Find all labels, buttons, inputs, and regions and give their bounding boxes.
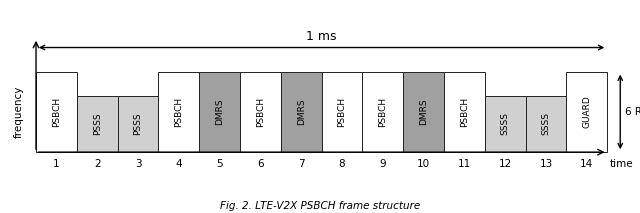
Text: 7: 7 <box>298 158 305 168</box>
Text: PSBCH: PSBCH <box>174 97 183 127</box>
Text: 6 RBs: 6 RBs <box>625 107 640 117</box>
Text: Fig. 2. LTE-V2X PSBCH frame structure: Fig. 2. LTE-V2X PSBCH frame structure <box>220 201 420 211</box>
Text: 11: 11 <box>458 158 471 168</box>
Text: 5: 5 <box>216 158 223 168</box>
Text: PSBCH: PSBCH <box>52 97 61 127</box>
Bar <box>240 72 281 152</box>
Text: PSBCH: PSBCH <box>337 97 346 127</box>
Text: SSSS: SSSS <box>500 112 509 135</box>
Text: 1: 1 <box>53 158 60 168</box>
Text: 13: 13 <box>540 158 552 168</box>
Text: frequency: frequency <box>14 86 24 138</box>
Text: PSBCH: PSBCH <box>460 97 469 127</box>
Bar <box>281 72 321 152</box>
Bar <box>321 72 362 152</box>
Bar <box>77 96 118 152</box>
Bar <box>484 96 525 152</box>
Text: 14: 14 <box>580 158 593 168</box>
Text: GUARD: GUARD <box>582 95 591 128</box>
Bar <box>444 72 484 152</box>
Text: PSBCH: PSBCH <box>378 97 387 127</box>
Bar <box>362 72 403 152</box>
Text: SSSS: SSSS <box>541 112 550 135</box>
Bar <box>199 72 240 152</box>
Text: 8: 8 <box>339 158 346 168</box>
Text: time: time <box>609 158 633 168</box>
Text: PSSS: PSSS <box>93 113 102 135</box>
Text: 6: 6 <box>257 158 264 168</box>
Bar <box>159 72 199 152</box>
Text: 3: 3 <box>134 158 141 168</box>
Text: DMRS: DMRS <box>215 99 224 125</box>
Bar <box>566 72 607 152</box>
Text: 10: 10 <box>417 158 430 168</box>
Text: 4: 4 <box>175 158 182 168</box>
Text: DMRS: DMRS <box>419 99 428 125</box>
Bar <box>118 96 159 152</box>
Text: DMRS: DMRS <box>297 99 306 125</box>
Text: 12: 12 <box>499 158 512 168</box>
Text: PSBCH: PSBCH <box>256 97 265 127</box>
Text: 2: 2 <box>94 158 100 168</box>
Text: 1 ms: 1 ms <box>307 30 337 43</box>
Bar <box>525 96 566 152</box>
Text: PSSS: PSSS <box>134 113 143 135</box>
Bar <box>36 72 77 152</box>
Text: 9: 9 <box>380 158 386 168</box>
Bar <box>403 72 444 152</box>
